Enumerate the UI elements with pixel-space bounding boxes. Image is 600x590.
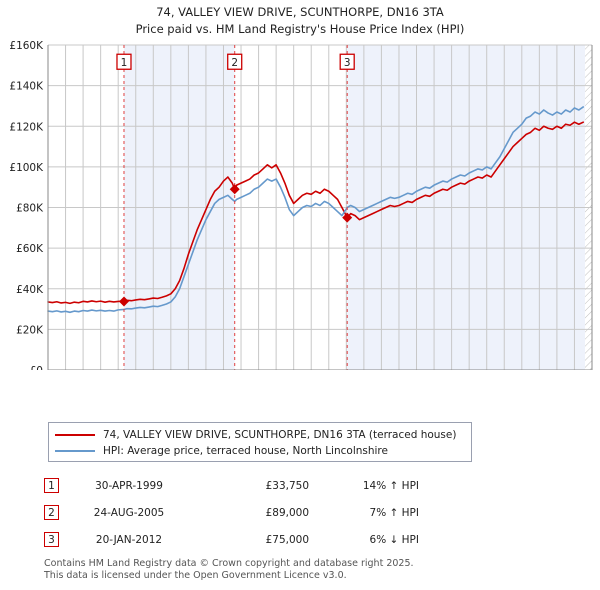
- attribution-footer: Contains HM Land Registry data © Crown c…: [44, 558, 564, 582]
- transaction-hpi-delta-3: 6% ↓ HPI: [369, 533, 419, 546]
- transaction-date-2: 24-AUG-2005: [93, 506, 165, 519]
- transaction-date-1: 30-APR-1999: [95, 479, 163, 492]
- table-row: 1 30-APR-1999 £33,750 14% ↑ HPI: [44, 472, 464, 499]
- transaction-price-3: £75,000: [265, 533, 309, 546]
- svg-text:2: 2: [231, 57, 238, 69]
- legend-label-price-paid: 74, VALLEY VIEW DRIVE, SCUNTHORPE, DN16 …: [103, 429, 457, 441]
- legend-swatch-price-paid: [55, 434, 95, 436]
- svg-text:£20K: £20K: [16, 324, 44, 336]
- legend-item-price-paid: 74, VALLEY VIEW DRIVE, SCUNTHORPE, DN16 …: [55, 427, 465, 443]
- svg-text:£80K: £80K: [16, 203, 44, 215]
- svg-text:1: 1: [121, 57, 128, 69]
- transaction-marker-1: 1: [44, 478, 59, 493]
- transaction-marker-2: 2: [44, 505, 59, 520]
- title-line-2: Price paid vs. HM Land Registry's House …: [135, 22, 465, 36]
- svg-text:3: 3: [344, 57, 351, 69]
- chart-title: 74, VALLEY VIEW DRIVE, SCUNTHORPE, DN16 …: [0, 4, 600, 38]
- footer-line-1: Contains HM Land Registry data © Crown c…: [44, 558, 414, 569]
- transaction-marker-3: 3: [44, 532, 59, 547]
- chart-area: £0 £20K £40K £60K £80K £100K £120K £140K £160K 19…: [0, 40, 600, 370]
- transaction-price-1: £33,750: [265, 479, 309, 492]
- svg-text:1995: 1995: [25, 369, 52, 370]
- transaction-price-2: £89,000: [265, 506, 309, 519]
- svg-text:£160K: £160K: [9, 40, 44, 52]
- chart-legend: 74, VALLEY VIEW DRIVE, SCUNTHORPE, DN16 …: [48, 422, 472, 462]
- transaction-hpi-delta-2: 7% ↑ HPI: [369, 506, 419, 519]
- svg-text:£100K: £100K: [9, 162, 44, 174]
- footer-line-2: This data is licensed under the Open Gov…: [44, 570, 347, 581]
- title-line-1: 74, VALLEY VIEW DRIVE, SCUNTHORPE, DN16 …: [156, 5, 444, 19]
- svg-text:£120K: £120K: [9, 121, 44, 133]
- svg-text:£40K: £40K: [16, 284, 44, 296]
- svg-text:£60K: £60K: [16, 243, 44, 255]
- table-row: 3 20-JAN-2012 £75,000 6% ↓ HPI: [44, 526, 464, 553]
- transactions-table: 1 30-APR-1999 £33,750 14% ↑ HPI 2 24-AUG…: [44, 472, 464, 553]
- table-row: 2 24-AUG-2005 £89,000 7% ↑ HPI: [44, 499, 464, 526]
- legend-label-hpi: HPI: Average price, terraced house, Nort…: [103, 445, 388, 457]
- transaction-hpi-delta-1: 14% ↑ HPI: [362, 479, 419, 492]
- legend-swatch-hpi: [55, 450, 95, 452]
- transaction-date-3: 20-JAN-2012: [95, 533, 163, 546]
- svg-text:£0: £0: [30, 365, 43, 370]
- legend-item-hpi: HPI: Average price, terraced house, Nort…: [55, 443, 465, 459]
- svg-text:£140K: £140K: [9, 81, 44, 93]
- price-history-line-chart: £0 £20K £40K £60K £80K £100K £120K £140K £160K 19…: [9, 40, 596, 370]
